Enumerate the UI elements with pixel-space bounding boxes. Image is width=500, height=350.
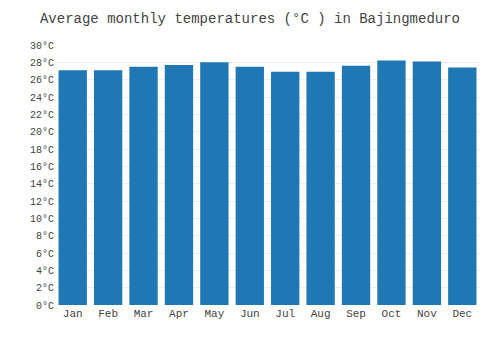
svg-text:10°C: 10°C (30, 214, 54, 225)
svg-text:30°C: 30°C (30, 41, 54, 52)
svg-text:Mar: Mar (134, 308, 154, 320)
svg-text:Jul: Jul (275, 308, 295, 320)
svg-text:Aug: Aug (311, 308, 331, 320)
svg-text:8°C: 8°C (36, 231, 54, 242)
svg-text:20°C: 20°C (30, 127, 54, 138)
svg-text:26°C: 26°C (30, 75, 54, 86)
svg-text:14°C: 14°C (30, 179, 54, 190)
svg-text:18°C: 18°C (30, 145, 54, 156)
svg-text:4°C: 4°C (36, 266, 54, 277)
svg-text:6°C: 6°C (36, 249, 54, 260)
svg-text:22°C: 22°C (30, 110, 54, 121)
svg-text:0°C: 0°C (36, 301, 54, 312)
svg-text:Jan: Jan (63, 308, 83, 320)
svg-text:Dec: Dec (452, 308, 472, 320)
svg-text:Nov: Nov (417, 308, 437, 320)
svg-text:16°C: 16°C (30, 162, 54, 173)
svg-text:Apr: Apr (169, 308, 189, 320)
svg-text:Sep: Sep (346, 308, 366, 320)
svg-text:2°C: 2°C (36, 283, 54, 294)
svg-text:May: May (204, 308, 224, 320)
svg-text:Jun: Jun (240, 308, 260, 320)
svg-text:28°C: 28°C (30, 58, 54, 69)
svg-text:12°C: 12°C (30, 197, 54, 208)
svg-text:Feb: Feb (98, 308, 118, 320)
svg-text:24°C: 24°C (30, 93, 54, 104)
svg-text:Oct: Oct (382, 308, 402, 320)
svg-text:Average monthly temperatures (: Average monthly temperatures (°C ) in Ba… (40, 11, 460, 27)
